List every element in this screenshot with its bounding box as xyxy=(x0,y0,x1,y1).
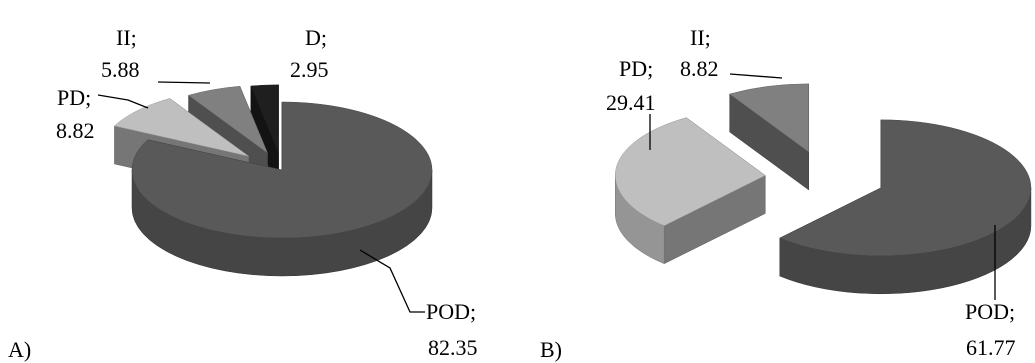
pie-slice-pod xyxy=(779,119,1032,295)
pie-b-label-pd-name: PD; xyxy=(619,56,653,81)
pie-a-label-pod-value: 82.35 xyxy=(428,335,478,360)
pie-slice-d xyxy=(250,84,279,191)
pie-b-label-pd-value: 29.41 xyxy=(606,90,656,115)
pie-b-label-pod-name: POD; xyxy=(965,299,1015,324)
pie-a-leader-lines xyxy=(97,81,425,313)
pie-a-label-d-name: D; xyxy=(305,25,327,50)
pie-a-label-pd-name: PD; xyxy=(57,85,91,110)
pie-b-label-pod-value: 61.77 xyxy=(966,335,1016,360)
pie-a-slices xyxy=(113,84,433,277)
panel-label-b: B) xyxy=(540,337,562,362)
leader-line-pod-a xyxy=(359,249,425,313)
pie-slice-pod xyxy=(131,101,433,277)
panel-label-a: A) xyxy=(8,337,31,362)
leader-line-pd-a xyxy=(97,94,149,109)
pie-slice-pod-top xyxy=(779,119,1032,257)
pie-a-label-ii-name: II; xyxy=(116,25,137,50)
pie-slice-ii-top xyxy=(729,83,809,153)
leader-line-ii-b xyxy=(729,73,783,79)
pie-a-label-pod-name: POD; xyxy=(426,299,476,324)
pie-slice-pd-top xyxy=(113,98,249,157)
pie-slice-ii xyxy=(729,83,809,191)
pie-chart-b: POD; 61.77 PD; 29.41 II; 8.82 B) xyxy=(540,25,1032,362)
pie-a-label-ii-value: 5.88 xyxy=(101,57,140,82)
pie-b-leader-lines xyxy=(649,73,996,300)
pie-slice-pod-top xyxy=(131,101,433,239)
pie-slice-pd-top xyxy=(615,117,766,226)
pie-slice-ii-top xyxy=(187,85,269,154)
leader-line-ii-a xyxy=(157,81,211,84)
pie-slice-d-top xyxy=(250,84,279,153)
pie-b-label-ii-value: 8.82 xyxy=(680,56,719,81)
pie-slice-pd xyxy=(615,117,766,265)
pie-a-label-d-value: 2.95 xyxy=(290,57,329,82)
pie-b-slices xyxy=(615,83,1032,295)
pie-chart-a: POD; 82.35 PD; 8.82 II; 5.88 D; 2.95 A) xyxy=(8,25,478,362)
pie-b-label-ii-name: II; xyxy=(690,25,711,50)
pie-a-label-pd-value: 8.82 xyxy=(56,118,95,143)
